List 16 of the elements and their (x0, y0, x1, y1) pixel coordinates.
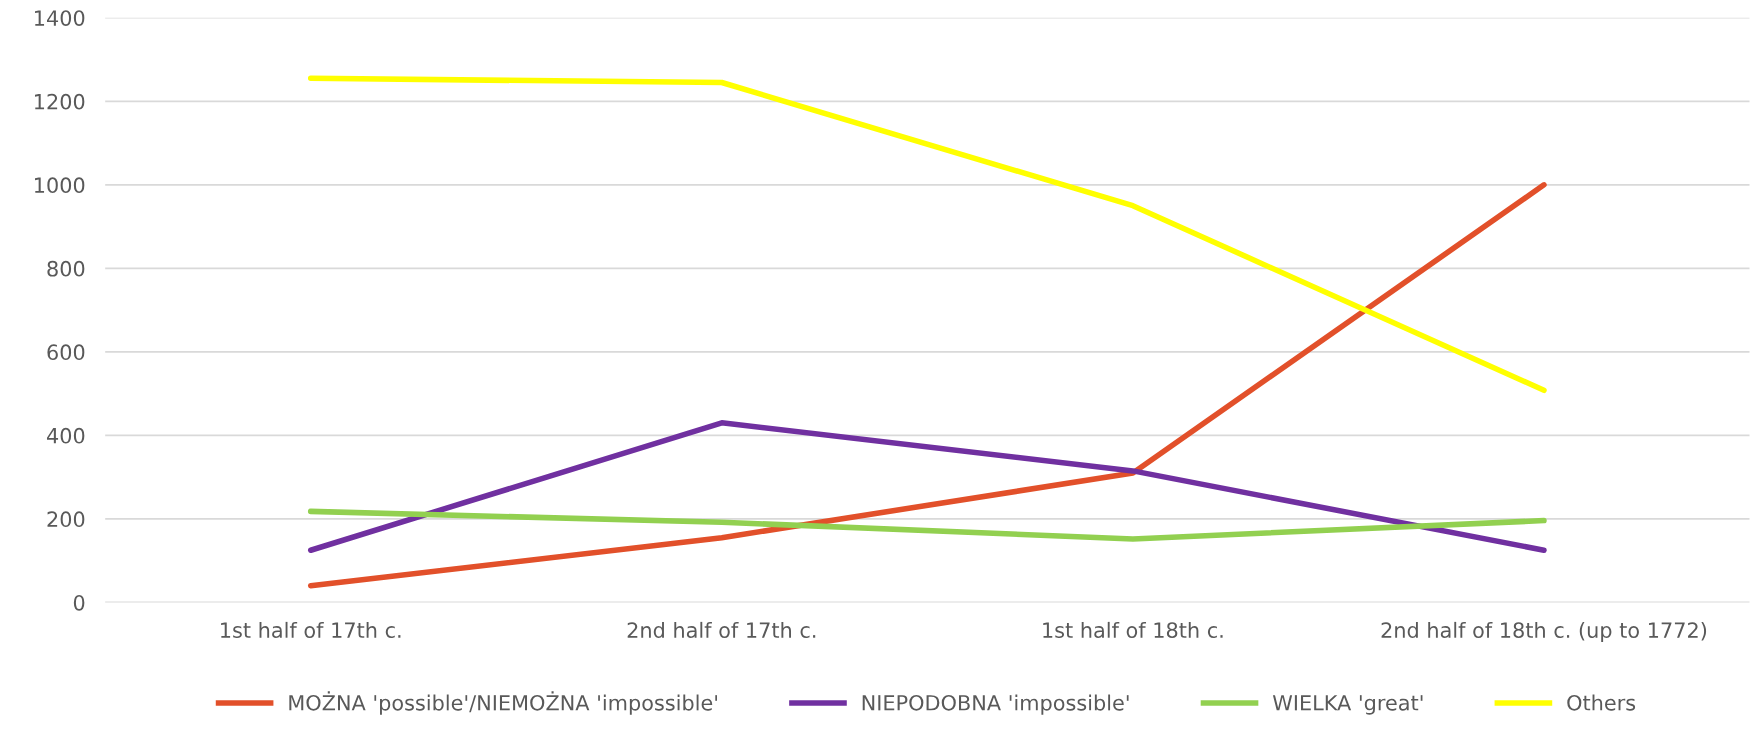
y-tick-label: 1000 (35, 177, 85, 194)
x-tick-label: 1st half of 17th c. (221, 621, 401, 638)
y-tick-label: 1400 (35, 10, 85, 26)
y-tick-label: 800 (47, 260, 85, 277)
x-tick-label: 2nd half of 18th c. (up to 1772) (1381, 621, 1707, 643)
legend-label: MOŻNA 'possible'/NIEMOŻNA 'impossible' (289, 691, 718, 715)
y-tick-label: 200 (47, 511, 85, 528)
x-tick-label: 2nd half of 17th c. (627, 621, 816, 638)
legend-label: WIELKA 'great' (1272, 695, 1423, 715)
y-tick-label: 600 (47, 344, 85, 361)
legend-label: Others (1567, 694, 1636, 711)
y-tick-label: 1200 (35, 93, 85, 110)
y-tick-label: 0 (73, 594, 85, 611)
y-tick-label: 400 (46, 427, 85, 444)
legend-label: NIEPODOBNA 'impossible' (862, 694, 1129, 715)
x-tick-label: 1st half of 18th c. (1043, 621, 1223, 638)
